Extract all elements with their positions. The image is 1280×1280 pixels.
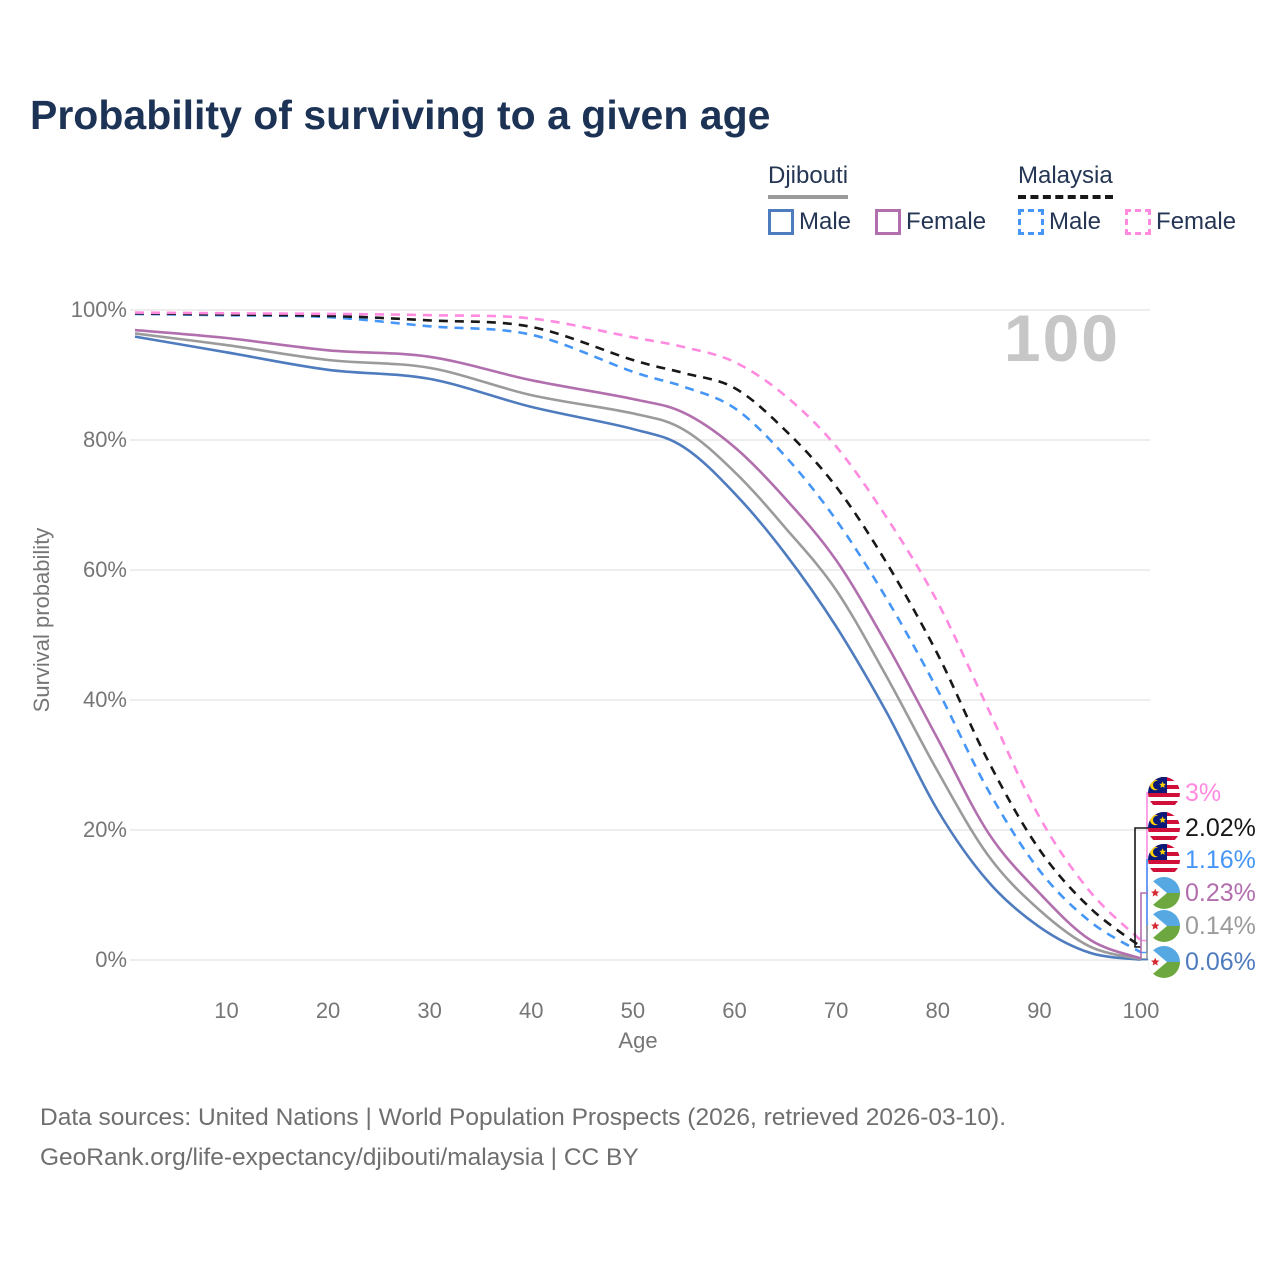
attribution-link-text: GeoRank.org/life-expectancy/djibouti/mal… — [40, 1144, 639, 1171]
curve-djibouti-both-sexes[interactable] — [134, 332, 1142, 961]
end-value-label: 1.16% — [1185, 845, 1256, 874]
end-value-label: 3% — [1185, 778, 1222, 807]
x-tick-80: 80 — [925, 998, 950, 1023]
hover-age-watermark: 100 — [1003, 301, 1120, 375]
y-tick-80: 80% — [82, 427, 127, 452]
legend-group-malaysia: Malaysia Male Female — [1018, 162, 1260, 236]
legend-swatch-djibouti-male — [768, 209, 794, 235]
legend-djibouti-label: Djibouti — [768, 162, 849, 199]
malaysia-flag-icon — [1148, 812, 1180, 844]
legend-items-djibouti: Male Female — [768, 208, 1010, 236]
x-tick-70: 70 — [823, 998, 849, 1023]
djibouti-flag-icon — [1148, 910, 1180, 942]
end-label-malaysia-both-sexes: 2.02% — [1148, 811, 1256, 845]
end-value-label: 0.06% — [1185, 947, 1256, 976]
footer: Data sources: United Nations | World Pop… — [40, 1098, 1006, 1178]
legend-label: Female — [906, 208, 987, 235]
x-axis-title: Age — [618, 1028, 658, 1053]
legend-item-malaysia-female[interactable]: Female — [1125, 208, 1236, 236]
djibouti-flag-icon — [1148, 877, 1180, 909]
y-tick-40: 40% — [82, 687, 127, 712]
x-tick-100: 100 — [1122, 998, 1160, 1023]
legend-label: Male — [799, 208, 852, 235]
legend-swatch-djibouti-female — [875, 209, 902, 235]
end-label-malaysia-male: 1.16% — [1148, 843, 1256, 877]
x-tick-90: 90 — [1027, 998, 1052, 1023]
legend-swatch-malaysia-female — [1125, 209, 1152, 235]
x-tick-40: 40 — [519, 998, 544, 1023]
legend-group-djibouti: Djibouti Male Female — [768, 162, 1010, 236]
legend-swatch-malaysia-male — [1018, 209, 1044, 235]
legend-label: Female — [1156, 208, 1237, 235]
x-tick-50: 50 — [620, 998, 646, 1023]
y-tick-60: 60% — [82, 557, 127, 582]
curve-malaysia-both-sexes[interactable] — [134, 312, 1142, 948]
end-label-djibouti-both-sexes: 0.14% — [1148, 909, 1256, 943]
x-tick-30: 30 — [417, 998, 442, 1023]
end-label-malaysia-female: 3% — [1148, 776, 1221, 810]
end-label-djibouti-male: 0.06% — [1148, 945, 1256, 979]
end-value-label: 0.23% — [1185, 878, 1256, 907]
legend-label: Male — [1049, 208, 1102, 235]
data-sources-text: Data sources: United Nations | World Pop… — [40, 1104, 1007, 1131]
malaysia-flag-icon — [1148, 777, 1180, 809]
x-tick-20: 20 — [315, 998, 341, 1023]
y-tick-100: 100% — [70, 297, 127, 322]
x-tick-60: 60 — [722, 998, 747, 1023]
curve-malaysia-male[interactable] — [134, 312, 1142, 954]
y-tick-0: 0% — [95, 947, 127, 972]
x-tick-10: 10 — [214, 998, 239, 1023]
page-title: Probability of surviving to a given age — [30, 92, 771, 138]
end-value-label: 0.14% — [1185, 911, 1256, 940]
curve-djibouti-female[interactable] — [134, 328, 1142, 960]
djibouti-flag-icon — [1148, 946, 1180, 978]
end-label-djibouti-female: 0.23% — [1148, 876, 1256, 910]
end-value-label: 2.02% — [1185, 813, 1256, 842]
y-tick-20: 20% — [82, 817, 127, 842]
legend-item-malaysia-male[interactable]: Male — [1018, 208, 1101, 236]
legend-item-djibouti-female[interactable]: Female — [875, 208, 986, 236]
curve-malaysia-female[interactable] — [134, 311, 1142, 942]
legend-item-djibouti-male[interactable]: Male — [768, 208, 851, 236]
legend-malaysia-label: Malaysia — [1018, 162, 1113, 199]
legend-items-malaysia: Male Female — [1018, 208, 1260, 236]
malaysia-flag-icon — [1148, 844, 1180, 876]
curve-djibouti-male[interactable] — [134, 335, 1142, 961]
